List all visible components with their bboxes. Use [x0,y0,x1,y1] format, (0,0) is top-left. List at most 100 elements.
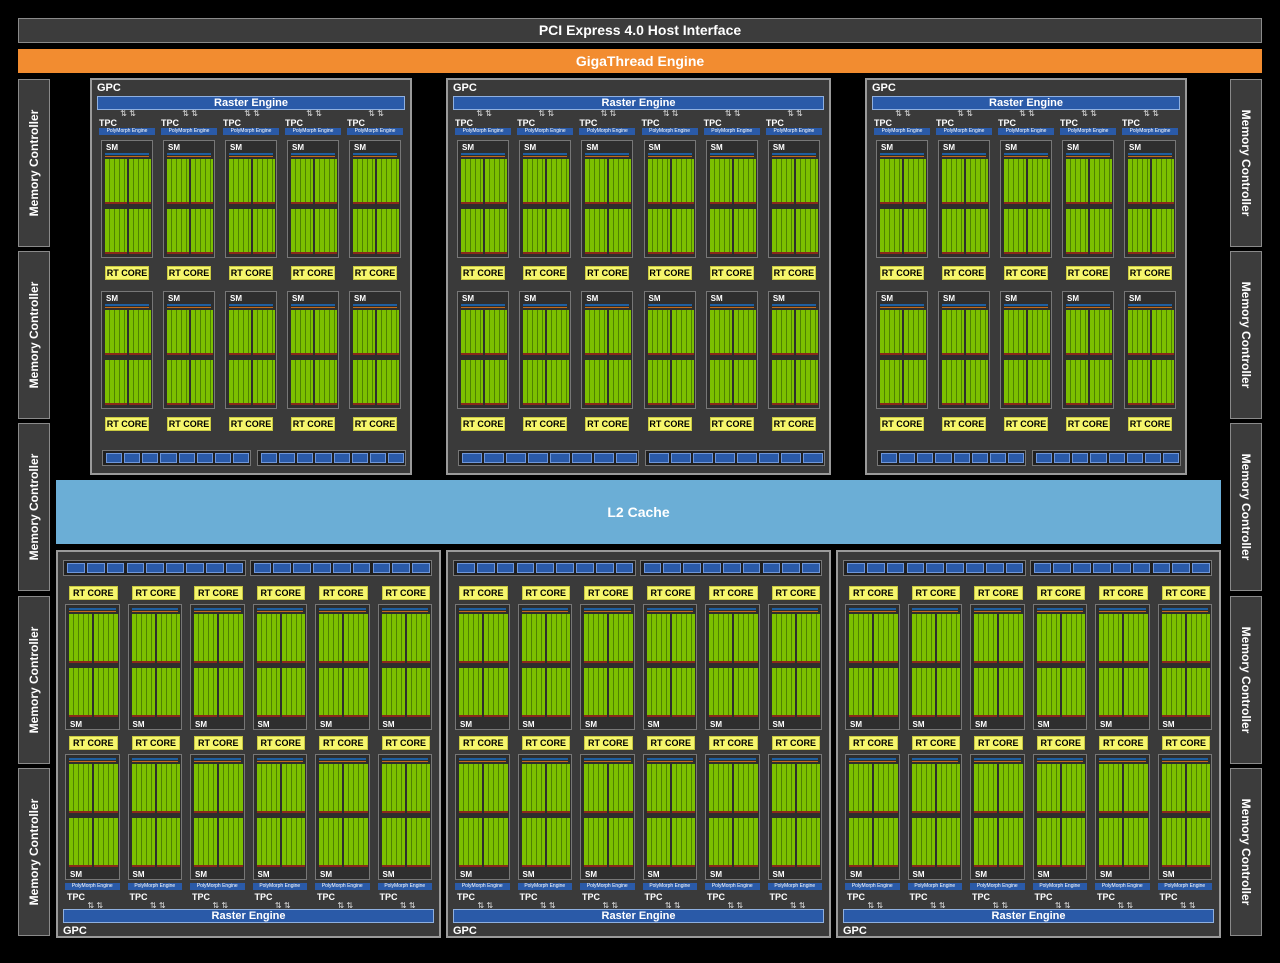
sm-block: SM [1032,604,1087,730]
sm-scheduler-bar [256,758,303,760]
cuda-core-array [1099,668,1123,715]
sm-label: SM [354,143,366,152]
sm-ldst-bar [129,353,151,355]
sm-ldst-bar [796,811,820,813]
cuda-core-array [904,360,926,403]
cuda-core-array [291,310,313,353]
sm-ldst-bar [733,353,756,355]
texture-unit [615,563,634,573]
sm-label: SM [1037,870,1050,879]
sm-block: SM [455,754,510,880]
sm-ldst-bar [315,202,337,204]
cuda-core-array [156,764,181,811]
polymorph-engine: PolyMorph Engine [161,128,217,135]
cuda-core-array [547,159,570,202]
sm-dispatch-bar [1036,761,1083,762]
sm-label: SM [522,720,535,729]
texture-unit [616,453,637,463]
cuda-core-array [709,668,733,715]
rt-core: RT CORE [911,586,960,600]
cuda-core-array [771,310,794,353]
cuda-core-array [647,159,670,202]
sm-block: SM [970,754,1025,880]
sm-block: SM [519,140,572,258]
texture-unit [550,453,571,463]
tpc-arrows: ⇅ ⇅ [602,901,619,910]
sm-dispatch-bar [585,307,630,308]
sm-dispatch-bar [880,156,924,157]
tpc-arrows: ⇅ ⇅ [538,109,555,118]
rt-core: RT CORE [911,736,960,750]
cuda-core-array [1161,668,1186,715]
rt-core: RT CORE [646,736,695,750]
sm-ldst-bar [194,715,218,717]
sm-ldst-bar [256,811,280,813]
texture-unit [106,563,125,573]
sm-label: SM [460,870,472,879]
sm-ldst-bar [671,865,695,867]
sm-label: SM [975,720,987,729]
sm-dispatch-bar [584,611,631,612]
cuda-core-array [253,360,275,403]
texture-unit [1112,563,1131,573]
texture-unit [1053,563,1072,573]
sm-ldst-bar [999,811,1023,813]
rt-core: RT CORE [194,586,243,600]
sm-ldst-bar [129,252,151,254]
sm-ldst-bar [461,403,484,405]
polymorph-engine: PolyMorph Engine [705,883,760,890]
sm-ldst-bar [319,811,343,813]
cuda-core-array [523,209,546,252]
cuda-core-array [523,360,546,403]
sm-ldst-bar [795,403,818,405]
cuda-core-array [459,818,483,865]
sm-scheduler-bar [942,153,986,155]
sm-dispatch-bar [521,611,568,612]
sm-ldst-bar [1152,353,1174,355]
sm-scheduler-bar [105,153,149,155]
sm-scheduler-bar [1161,758,1208,760]
cuda-core-array [131,764,156,811]
sm-scheduler-bar [353,153,397,155]
sm-ldst-bar [129,403,151,405]
rt-core: RT CORE [709,266,754,280]
cuda-core-array [647,360,670,403]
sm-label: SM [132,870,145,879]
sm-ldst-bar [609,353,632,355]
cuda-core-array [459,668,483,715]
rt-core: RT CORE [585,417,630,431]
sm-dispatch-bar [1161,611,1208,612]
memory-controller-right: Memory Controller [1230,251,1262,419]
texture-unit [899,453,916,463]
rt-core: RT CORE [585,266,630,280]
sm-ldst-bar [105,353,127,355]
sm-ldst-bar [795,353,818,355]
tpc-arrows: ⇅ ⇅ [664,901,681,910]
sm-block: SM [643,140,696,258]
sm-block: SM [705,291,758,409]
texture-unit [484,453,505,463]
sm-ldst-bar [1090,403,1112,405]
sm-label: SM [195,870,207,879]
sm-label: SM [320,870,332,879]
sm-dispatch-bar [1099,611,1146,612]
sm-ldst-bar [1066,202,1088,204]
sm-ldst-bar [194,811,218,813]
cuda-core-array [1128,159,1150,202]
polymorph-engine: PolyMorph Engine [252,883,307,890]
cuda-core-array [1124,614,1148,661]
sm-scheduler-bar [647,153,692,155]
rt-core: RT CORE [709,417,754,431]
sm-ldst-bar [709,252,732,254]
sm-dispatch-bar [291,307,335,308]
cuda-core-array [353,159,375,202]
cuda-core-array [461,310,484,353]
cuda-core-array [1036,764,1061,811]
cuda-core-array [281,764,306,811]
sm-dispatch-bar [771,761,818,762]
sm-dispatch-bar [523,156,568,157]
sm-scheduler-bar [459,608,506,610]
cuda-core-array [796,764,821,811]
tpc-arrows: ⇅ ⇅ [992,901,1009,910]
sm-ldst-bar [131,811,155,813]
